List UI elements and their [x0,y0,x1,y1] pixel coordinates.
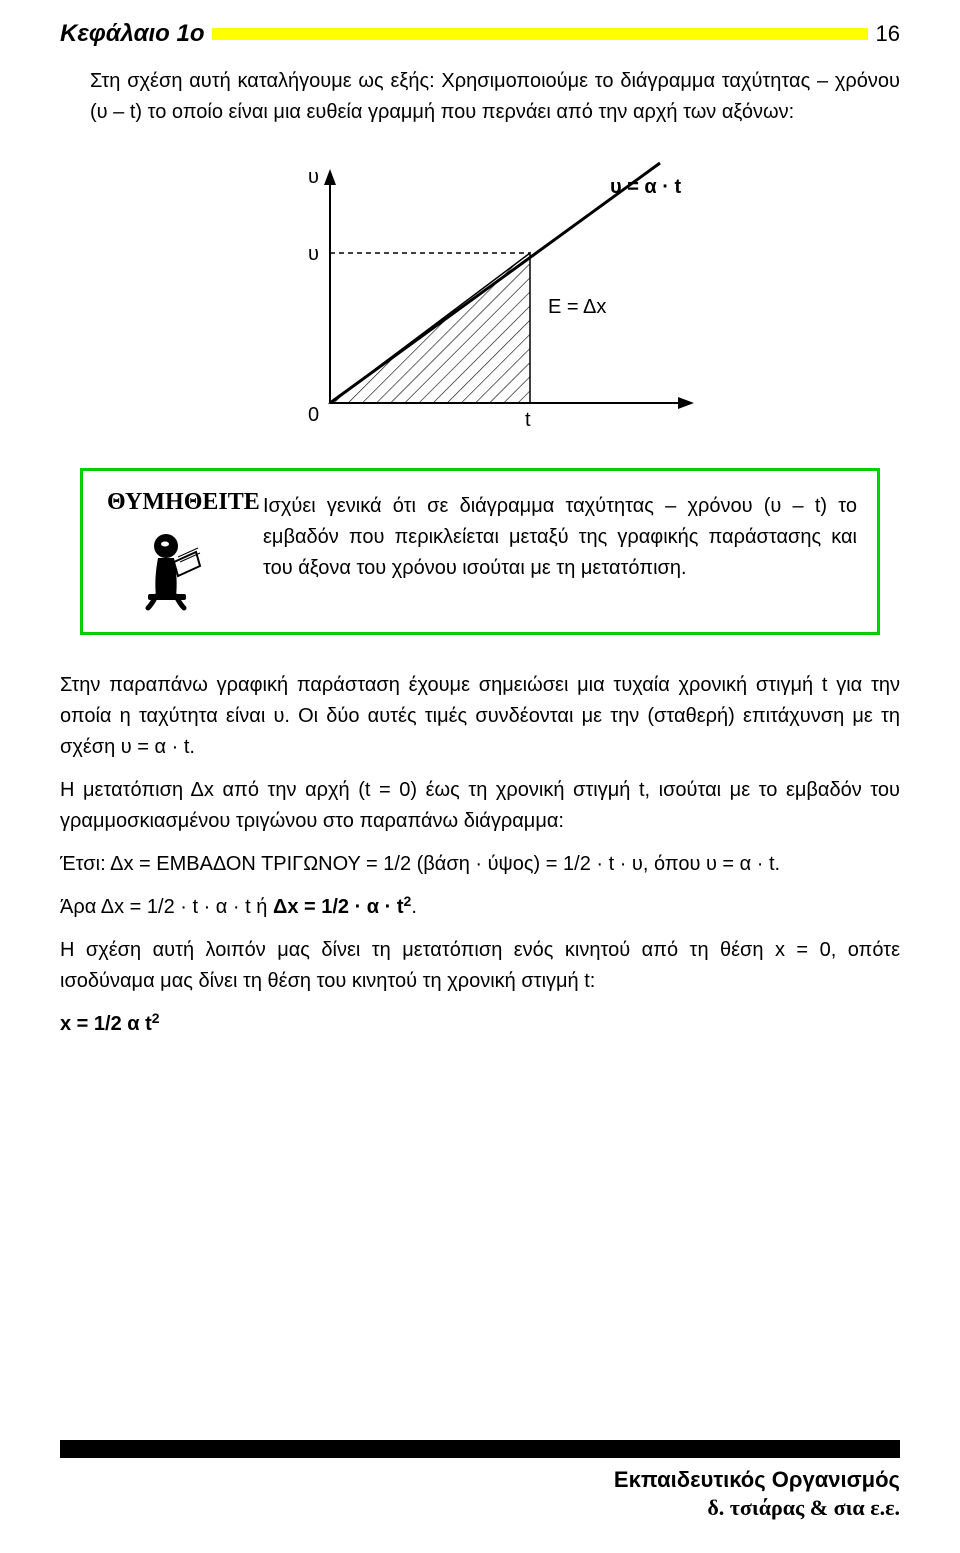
p5-part-a: Άρα Δx = 1/2 · t · α · t ή [60,896,273,918]
remember-left-col: ΘΥΜΗΘΕΙΤΕ [103,489,243,614]
area-label: Ε = Δx [548,296,606,318]
footer-bar [60,1440,900,1458]
paragraph-3: Η μετατόπιση Δx από την αρχή (t = 0) έως… [60,775,900,837]
chapter-title: Κεφάλαιο 1ο [60,20,204,48]
p7-exp: 2 [152,1010,160,1026]
paragraph-5: Άρα Δx = 1/2 · t · α · t ή Δx = 1/2 · α … [60,892,900,923]
footer-text: Εκπαιδευτικός Οργανισμός δ. τσιάρας & σι… [60,1466,900,1523]
reading-figure-icon [103,524,243,614]
page-number: 16 [876,21,900,47]
remember-text: Ισχύει γενικά ότι σε διάγραμμα ταχύτητας… [263,489,857,614]
header-accent-bar [212,28,867,40]
remember-title: ΘΥΜΗΘΕΙΤΕ [103,489,243,516]
remember-box: ΘΥΜΗΘΕΙΤΕ Ισχύει γενικά ότι σε διάγραμμα… [80,468,880,635]
footer-line1: Εκπαιδευτικός Οργανισμός [614,1467,900,1492]
footer-line2: δ. τσιάρας & σια ε.ε. [707,1495,900,1520]
p5-exp: 2 [404,893,412,909]
paragraph-4: Έτσι: Δx = ΕΜΒΑΔΟΝ ΤΡΙΓΩΝΟΥ = 1/2 (βάση … [60,849,900,880]
paragraph-intro: Στη σχέση αυτή καταλήγουμε ως εξής: Χρησ… [60,66,900,128]
paragraph-6: Η σχέση αυτή λοιπόν μας δίνει τη μετατόπ… [60,935,900,997]
velocity-time-chart: υ υ 0 t υ = α · t Ε = Δx [230,153,730,433]
p5-bold: Δx = 1/2 · α · t [273,896,404,918]
page-header: Κεφάλαιο 1ο 16 [60,20,900,48]
p7-formula: x = 1/2 α t [60,1013,152,1035]
y-axis-label-top: υ [308,166,319,188]
y-axis-label-mid: υ [308,243,319,265]
p5-part-c: . [411,896,417,918]
origin-label: 0 [308,404,319,426]
paragraph-7: x = 1/2 α t2 [60,1009,900,1040]
line-equation-label: υ = α · t [610,176,682,198]
page-footer: Εκπαιδευτικός Οργανισμός δ. τσιάρας & σι… [60,1440,900,1523]
x-axis-label: t [525,409,531,431]
paragraph-2: Στην παραπάνω γραφική παράσταση έχουμε σ… [60,670,900,763]
